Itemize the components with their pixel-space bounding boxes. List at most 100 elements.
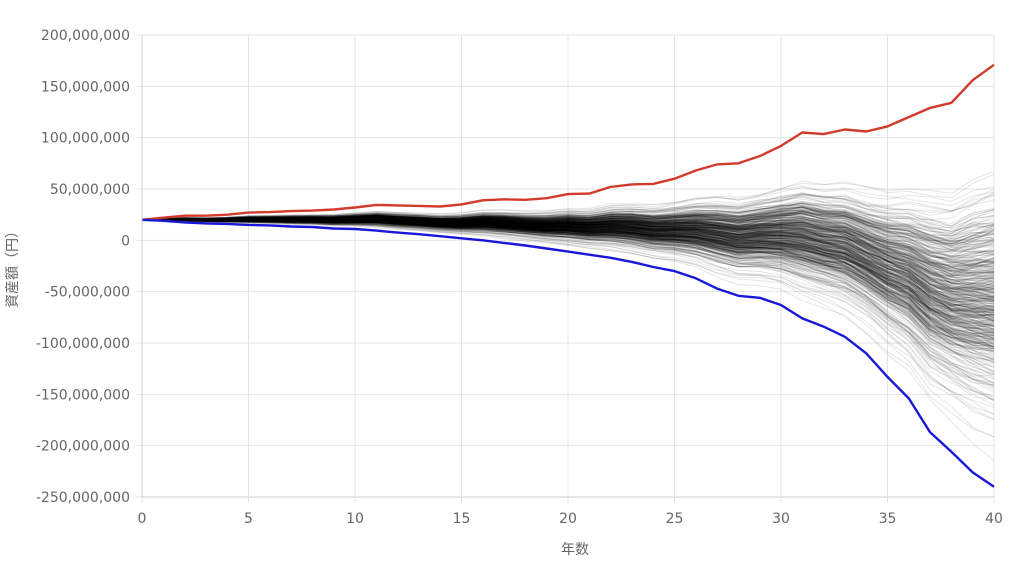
simulation-path	[141, 192, 995, 229]
simulation-path	[141, 219, 995, 461]
simulation-path	[141, 213, 995, 251]
simulation-path	[141, 216, 995, 300]
simulation-path	[141, 219, 995, 342]
simulation-path	[142, 219, 995, 360]
simulation-path	[141, 218, 995, 308]
simulation-path	[141, 219, 995, 345]
simulation-path	[142, 219, 995, 332]
simulation-path	[141, 218, 995, 272]
simulation-path	[141, 218, 995, 310]
simulation-path	[141, 219, 995, 330]
simulation-path	[141, 217, 995, 302]
simulation-path	[141, 217, 995, 291]
simulation-path	[141, 219, 995, 388]
simulation-path	[141, 219, 995, 342]
simulation-path	[141, 219, 995, 348]
simulation-path	[141, 219, 995, 335]
simulation-path	[141, 219, 995, 326]
simulation-path	[141, 217, 995, 290]
simulation-path	[141, 218, 995, 331]
simulation-path	[141, 218, 995, 322]
simulation-path	[141, 212, 995, 275]
simulation-path	[141, 209, 995, 245]
simulation-path	[141, 211, 995, 258]
simulation-path	[141, 216, 995, 324]
simulation-path	[141, 200, 995, 235]
simulation-path	[141, 219, 995, 313]
simulation-path	[141, 216, 995, 276]
simulation-path	[141, 219, 995, 406]
simulation-path	[141, 218, 995, 305]
simulation-path	[141, 219, 995, 338]
simulation-path	[141, 188, 995, 221]
simulation-path	[141, 219, 995, 394]
simulation-path	[141, 218, 995, 311]
simulation-path	[141, 218, 995, 350]
simulation-path	[141, 212, 995, 245]
simulation-path	[141, 219, 995, 335]
y-tick-label: 100,000,000	[41, 131, 130, 147]
simulation-path	[141, 217, 995, 291]
simulation-path	[141, 219, 995, 363]
simulation-path	[141, 214, 995, 246]
simulation-path	[141, 216, 995, 319]
simulation-path	[141, 217, 995, 257]
simulation-path	[141, 213, 995, 268]
simulation-path	[141, 217, 995, 302]
simulation-path	[141, 219, 995, 350]
simulation-path	[142, 219, 995, 320]
simulation-path	[141, 216, 995, 268]
simulation-path	[141, 219, 995, 344]
simulation-path	[141, 216, 995, 292]
simulation-path	[141, 219, 995, 317]
simulation-path	[141, 219, 995, 311]
simulation-path	[141, 205, 995, 244]
simulation-path	[141, 212, 995, 250]
simulation-path	[141, 216, 995, 275]
simulation-path	[141, 218, 995, 348]
simulation-path	[141, 218, 995, 322]
simulation-path	[141, 216, 995, 287]
highlight-series	[141, 63, 995, 488]
simulation-path	[141, 193, 995, 221]
simulation-path	[141, 219, 995, 353]
simulation-path	[142, 219, 995, 387]
simulation-path	[141, 217, 995, 302]
simulation-path	[141, 219, 995, 344]
simulation-path	[141, 217, 995, 295]
simulation-path	[141, 218, 995, 302]
simulation-path	[141, 219, 995, 355]
simulation-path	[141, 217, 995, 297]
x-tick-label: 20	[559, 511, 577, 527]
simulation-path	[141, 217, 995, 272]
simulation-path	[141, 218, 995, 327]
simulation-path	[141, 219, 995, 314]
simulation-path	[141, 218, 995, 318]
simulation-path	[141, 216, 995, 267]
simulation-path	[141, 219, 995, 336]
simulation-path	[141, 219, 995, 363]
simulation-path	[141, 219, 995, 347]
simulation-path	[141, 219, 995, 416]
simulation-path	[142, 219, 995, 372]
simulation-path	[141, 219, 995, 344]
simulation-path	[141, 216, 995, 266]
simulation-path	[141, 217, 995, 339]
simulation-path	[141, 219, 995, 334]
simulation-path	[141, 218, 995, 327]
simulation-path	[141, 218, 995, 318]
simulation-path	[142, 219, 995, 360]
simulation-path	[141, 219, 995, 352]
simulation-path	[141, 218, 995, 318]
simulation-path	[141, 194, 995, 221]
simulation-path	[141, 219, 995, 348]
simulation-path	[142, 219, 995, 399]
simulation-path	[142, 219, 995, 336]
simulation-path	[141, 214, 995, 297]
x-tick-label: 40	[985, 511, 1003, 527]
simulation-path	[141, 216, 995, 307]
simulation-path	[141, 218, 995, 316]
simulation-path	[141, 219, 995, 319]
simulation-path	[141, 219, 995, 421]
